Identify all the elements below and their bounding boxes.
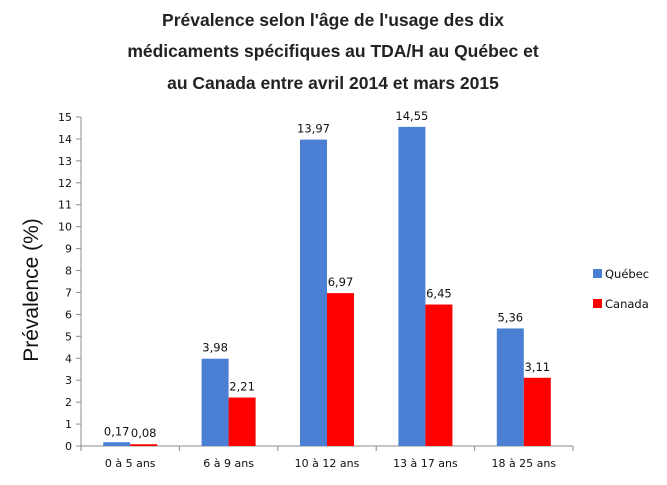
bar-quebec (103, 442, 131, 446)
chart-title: Prévalence selon l'âge de l'usage des di… (127, 10, 539, 93)
bar-quebec (300, 139, 327, 446)
y-tick-label: 7 (65, 286, 72, 299)
data-label: 2,21 (229, 380, 255, 394)
legend-swatch (593, 299, 602, 308)
legend-swatch (593, 269, 602, 278)
data-label: 0,08 (131, 426, 157, 440)
x-tick-label: 10 à 12 ans (295, 457, 360, 470)
bar-quebec (496, 328, 524, 446)
y-tick-label: 9 (65, 243, 72, 256)
y-tick-label: 1 (65, 418, 72, 431)
bar-quebec (201, 358, 229, 446)
x-tick-label: 6 à 9 ans (203, 457, 254, 470)
x-axis: 0 à 5 ans 6 à 9 ans 10 à 12 ans 13 à 17 ans… (80, 445, 574, 470)
y-axis-title: Prévalence (%) (20, 218, 43, 362)
y-tick-label: 0 (65, 440, 72, 453)
bar-quebec (398, 126, 426, 447)
data-label: 0,17 (104, 424, 130, 438)
bar-canada (523, 377, 551, 446)
data-label: 3,98 (202, 341, 228, 355)
x-tick-label: 13 à 17 ans (393, 457, 458, 470)
data-label: 6,97 (328, 275, 354, 289)
legend-label: Québec (605, 267, 649, 281)
bar-canada (327, 293, 354, 446)
y-tick-label: 12 (58, 177, 72, 190)
y-tick-label: 6 (65, 308, 72, 321)
y-tick-label: 5 (65, 330, 72, 343)
chart-title-line: Prévalence selon l'âge de l'usage des di… (162, 10, 504, 30)
y-tick-label: 11 (58, 199, 72, 212)
legend: Québec Canada (593, 267, 649, 311)
bar-canada (228, 397, 256, 446)
y-tick-label: 2 (65, 396, 72, 409)
y-tick-label: 4 (65, 352, 72, 365)
data-label: 6,45 (426, 287, 452, 301)
y-tick-label: 15 (58, 111, 72, 124)
x-tick-label: 18 à 25 ans (491, 457, 556, 470)
data-label: 3,11 (524, 360, 550, 374)
data-label: 13,97 (297, 122, 330, 136)
bar-canada (130, 444, 158, 446)
chart-title-line: médicaments spécifiques au TDA/H au Québ… (127, 41, 539, 61)
y-tick-label: 8 (65, 265, 72, 278)
y-tick-label: 13 (58, 155, 72, 168)
bar-canada (425, 304, 453, 446)
y-tick-label: 3 (65, 374, 72, 387)
x-tick-label: 0 à 5 ans (105, 457, 156, 470)
bars (103, 126, 551, 447)
y-tick-label: 14 (58, 133, 72, 146)
legend-label: Canada (605, 297, 649, 311)
data-label: 14,55 (395, 109, 428, 123)
data-labels: 0,17 3,98 13,97 14,55 5,36 0,08 2,21 6,97 6,45 3,… (104, 109, 550, 440)
data-label: 5,36 (497, 310, 523, 324)
chart-title-line: au Canada entre avril 2014 et mars 2015 (167, 73, 499, 93)
y-tick-label: 10 (58, 221, 72, 234)
